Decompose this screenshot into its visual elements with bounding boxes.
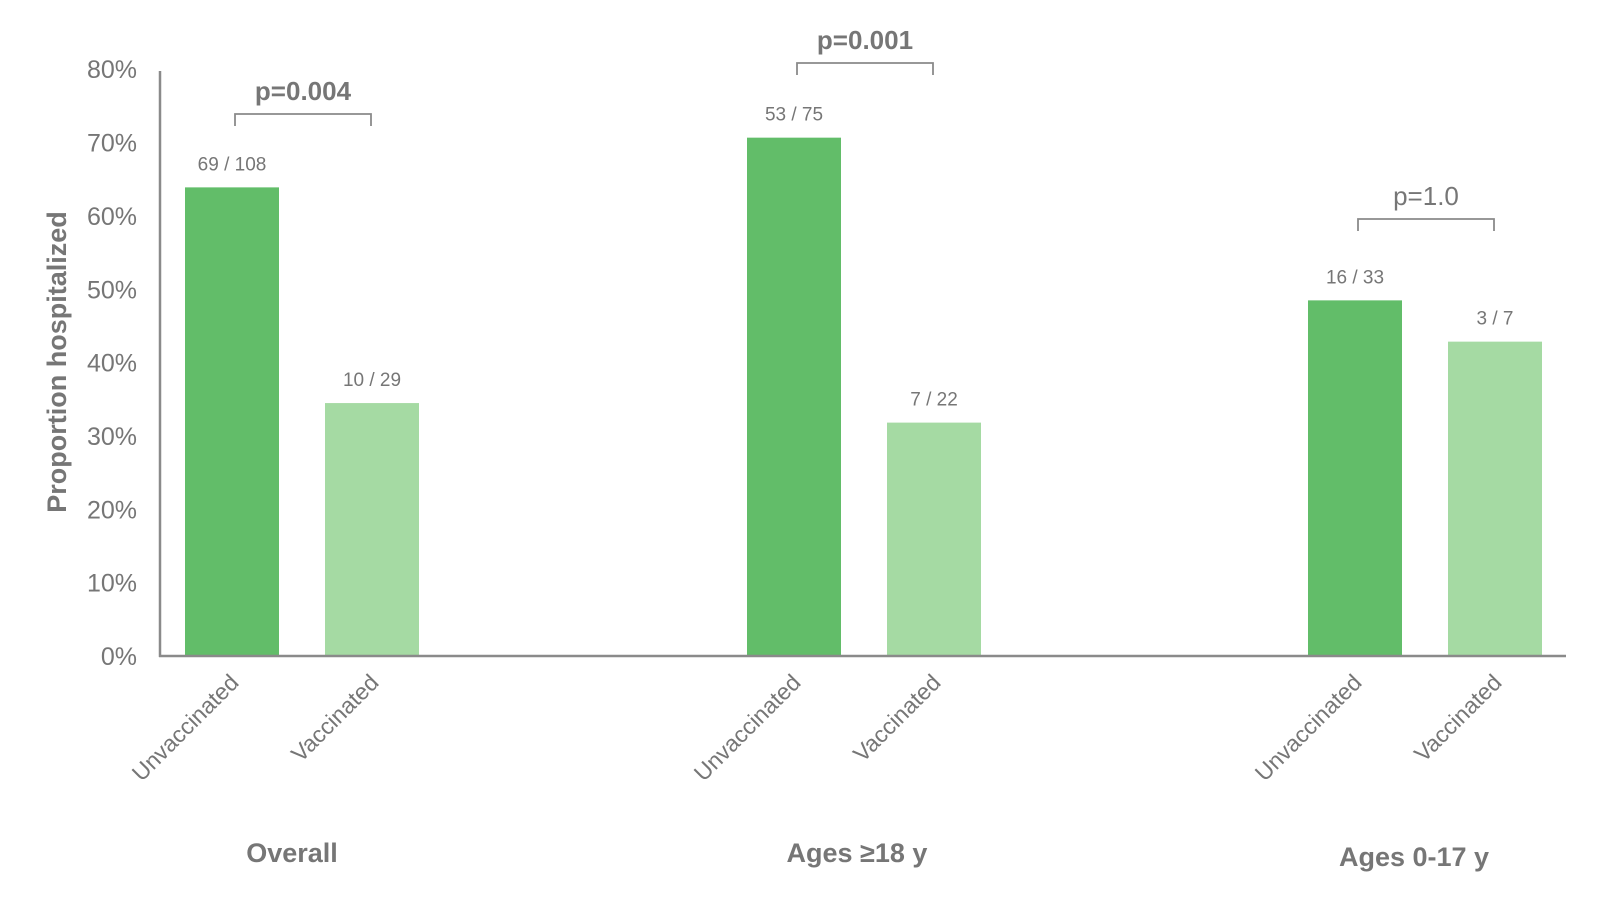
significance-bracket: [796, 62, 934, 75]
y-tick-label: 80%: [87, 56, 137, 84]
y-tick-label: 0%: [101, 643, 137, 671]
x-tick-label: Unvaccinated: [689, 669, 806, 786]
bar-vaccinated: [887, 422, 981, 656]
y-axis-title: Proportion hospitalized: [42, 211, 72, 513]
bar-vaccinated: [325, 403, 419, 656]
data-label: 69 / 108: [198, 154, 267, 175]
significance-bracket: [1357, 218, 1495, 231]
data-label: 16 / 33: [1326, 267, 1384, 288]
p-value-label: p=0.001: [817, 25, 913, 55]
bar-vaccinated: [1448, 341, 1542, 656]
x-tick-label: Vaccinated: [1409, 669, 1507, 767]
p-value-label: p=1.0: [1393, 181, 1459, 211]
significance-bracket: [234, 113, 372, 126]
bar-group-0: 69 / 108 Unvaccinated 10 / 29 Vaccinated p=0…: [127, 76, 419, 868]
y-tick-label: 40%: [87, 350, 137, 378]
x-tick-label: Unvaccinated: [1250, 669, 1367, 786]
y-tick-label: 50%: [87, 276, 137, 304]
data-label: 10 / 29: [343, 370, 401, 391]
p-value-label: p=0.004: [255, 76, 352, 106]
group-label: Ages ≥18 y: [787, 838, 928, 868]
x-tick-label: Vaccinated: [286, 669, 384, 767]
x-tick-label: Unvaccinated: [127, 669, 244, 786]
bar-group-2: 16 / 33 Unvaccinated 3 / 7 Vaccinated p=1.0 A…: [1250, 181, 1542, 872]
y-tick-label: 60%: [87, 203, 137, 231]
group-label: Ages 0-17 y: [1339, 842, 1489, 872]
y-tick-label: 20%: [87, 496, 137, 524]
bar-unvaccinated: [1308, 300, 1402, 656]
bar-unvaccinated: [185, 187, 279, 656]
y-tick-label: 70%: [87, 130, 137, 158]
data-label: 53 / 75: [765, 105, 823, 126]
data-label: 7 / 22: [910, 390, 958, 411]
x-tick-label: Vaccinated: [848, 669, 946, 767]
y-tick-label: 30%: [87, 423, 137, 451]
y-tick-label: 10%: [87, 570, 137, 598]
bar-unvaccinated: [747, 137, 841, 656]
bar-group-1: 53 / 75 Unvaccinated 7 / 22 Vaccinated p=0.0…: [689, 25, 981, 868]
data-label: 3 / 7: [1477, 309, 1514, 330]
group-label: Overall: [246, 838, 338, 868]
